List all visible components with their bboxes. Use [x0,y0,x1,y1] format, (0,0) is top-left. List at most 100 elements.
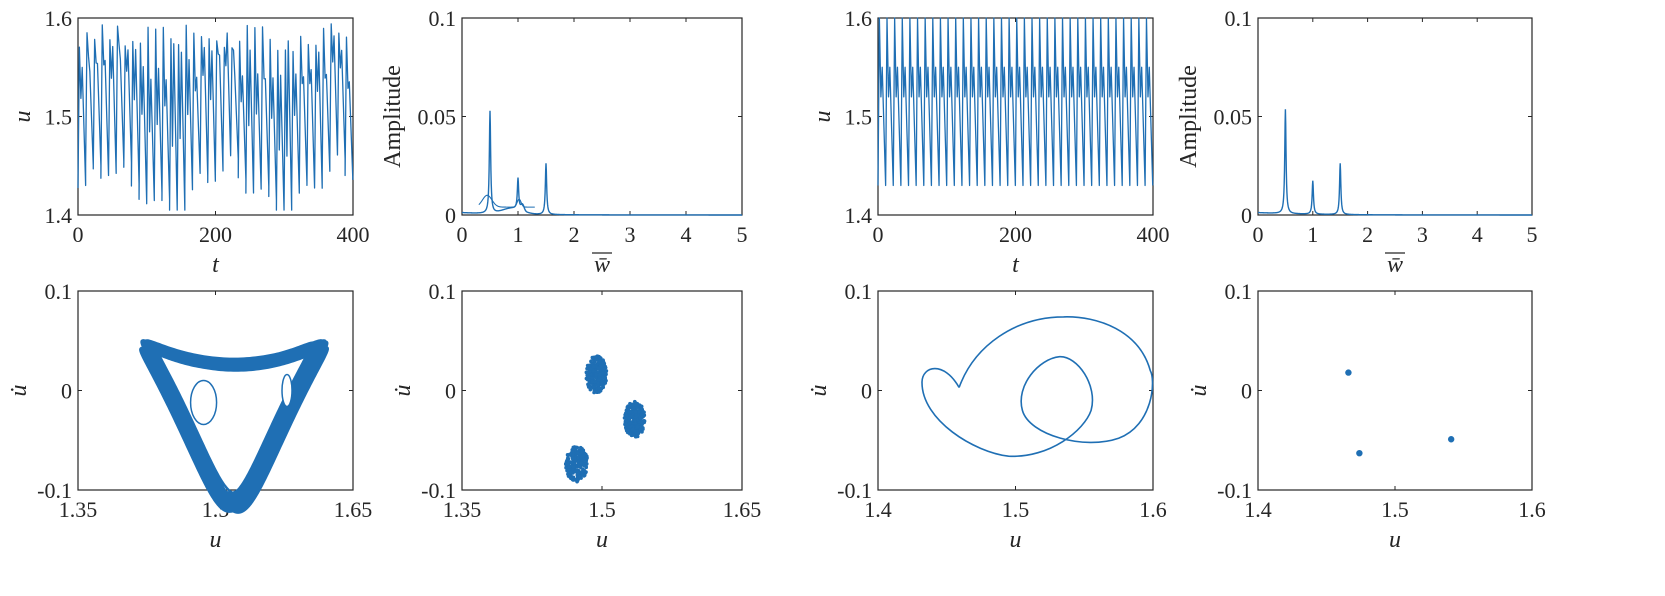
series-line [77,23,354,211]
time-series-panel: 0 200 400 1.4 1.5 1.6 t u [810,6,1170,278]
poincare-point [577,474,582,479]
spectrum-panel: 0 1 2 3 4 5 0 0.05 0.1 w̄ Amplitude [380,6,748,278]
spectrum-panel: 0 1 2 3 4 5 0 0.05 0.1 w̄ Amplitude [1176,6,1538,278]
x-tick-label: 5 [737,222,748,247]
y-tick-label: -0.1 [37,478,72,503]
poincare-point [638,416,642,420]
poincare-point [571,478,576,482]
y-tick-label: 0.1 [429,6,457,31]
attractor-inner-hole [281,373,293,408]
x-tick-label: 4 [681,222,692,247]
poincare-point [642,419,647,423]
y-axis-label: Amplitude [380,65,406,168]
poincare-point [624,411,628,416]
poincare-point [584,462,589,466]
y-tick-label: 0.05 [418,105,457,130]
y-tick-label: 0.1 [429,279,457,304]
y-tick-label: 0 [1241,203,1252,228]
poincare-point [590,361,595,366]
x-axis-label: w̄ [594,252,610,278]
poincare-point [627,410,632,414]
y-tick-label: 0 [445,379,456,404]
poincare-panel: 1.4 1.5 1.6 -0.1 0 0.1 u u̇ [1186,279,1546,553]
poincare-point [588,367,593,371]
y-tick-label: 1.6 [45,6,73,31]
poincare-point [568,452,572,457]
poincare-point [579,460,583,465]
poincare-point [635,424,640,429]
poincare-point [575,478,580,483]
poincare-point [625,428,630,432]
time-series-panel: 0 200 400 1.4 1.5 1.6 t u [10,6,370,278]
y-axis-label: u̇ [6,385,32,397]
spectrum-line [1257,109,1532,216]
poincare-point [569,471,574,475]
poincare-point [631,406,636,411]
poincare-point [564,465,568,470]
x-tick-label: 200 [199,222,232,247]
phase-portrait-panel: 1.4 1.5 1.6 -0.1 0 0.1 u u̇ [806,279,1167,553]
y-tick-label: 0 [861,379,872,404]
poincare-point [597,372,602,377]
plot-frame [461,17,743,216]
poincare-point [633,421,638,425]
poincare-cluster [584,354,609,395]
poincare-point [631,433,636,437]
poincare-point [577,463,581,468]
poincare-point [637,409,641,414]
poincare-point [588,385,593,390]
y-tick-label: 1.5 [45,105,73,130]
poincare-point [594,372,599,377]
spectrum-line [461,110,742,216]
poincare-point [585,455,589,460]
x-tick-label: 4 [1472,222,1483,247]
y-tick-label: 1.5 [845,105,873,130]
poincare-point [580,450,585,454]
poincare-point [604,378,608,383]
poincare-point [589,376,594,380]
x-tick-label: 200 [999,222,1032,247]
series-line [877,17,1154,187]
poincare-point [590,379,595,384]
x-axis-label: t [212,252,220,278]
x-axis-label: w̄ [1387,252,1403,278]
plot-frame [77,290,354,491]
poincare-point [627,425,632,429]
y-tick-label: 0 [445,203,456,228]
x-tick-label: 1.35 [59,497,98,522]
y-tick-label: 1.4 [845,203,873,228]
y-tick-label: 0.1 [845,279,873,304]
poincare-point [581,453,585,458]
y-tick-label: 0.1 [1225,279,1253,304]
poincare-point [633,418,637,423]
phase-portrait-panel: 1.35 1.5 1.65-0.100.1uu̇ [6,279,372,553]
x-tick-label: 1.4 [1244,497,1272,522]
poincare-point [626,407,631,411]
poincare-point [594,355,598,359]
x-tick-label: 0 [73,222,84,247]
x-axis-label: u [1010,527,1022,553]
poincare-point [582,464,587,468]
y-tick-label: 0.1 [1225,6,1253,31]
poincare-point [596,366,601,371]
poincare-point [627,404,632,408]
y-axis-label: u [10,111,36,123]
poincare-point [575,472,580,476]
poincare-point [596,386,601,390]
x-tick-label: 0 [457,222,468,247]
poincare-point [578,445,583,450]
poincare-point [571,465,576,469]
y-axis-label: u̇ [806,385,832,397]
x-tick-label: 5 [1527,222,1538,247]
x-tick-label: 0 [873,222,884,247]
y-tick-label: 1.4 [45,203,73,228]
poincare-point [596,381,600,385]
y-tick-label: 0.1 [45,279,73,304]
x-tick-label: 1.6 [1139,497,1167,522]
poincare-point [596,377,601,382]
poincare-point [574,468,579,473]
poincare-point [576,455,581,460]
poincare-point [575,445,579,450]
poincare-point [604,369,609,373]
poincare-point [574,465,578,469]
